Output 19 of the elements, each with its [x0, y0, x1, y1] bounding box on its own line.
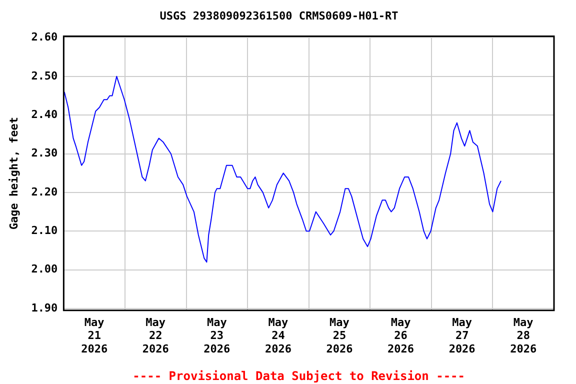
x-tick-label: May 24 2026 [264, 316, 292, 356]
y-tick-label: 1.90 [31, 301, 58, 314]
x-tick-label: May 27 2026 [448, 316, 476, 356]
y-tick-label: 2.50 [31, 69, 58, 82]
text: ---- Provisional Data Subject to Revision ---- [132, 369, 466, 383]
y-tick-label: 2.30 [31, 146, 58, 160]
y-tick-label: 2.00 [31, 262, 58, 276]
x-tick-label: May 23 2026 [204, 316, 231, 356]
x-tick-label: May 21 2026 [81, 316, 108, 356]
x-tick-label: May 22 2026 [142, 316, 170, 356]
chart-title: USGS 293809092361500 CRMS0609-H01-RT [160, 9, 399, 22]
y-tick-label: 2.60 [31, 30, 58, 44]
x-tick-label: May 26 2026 [388, 316, 414, 356]
y-tick-label: 2.10 [31, 224, 58, 237]
x-tick-label: May 28 2026 [510, 316, 537, 356]
y-tick-label: 2.40 [31, 108, 58, 121]
x-tick-label: May 25 2026 [326, 316, 354, 356]
y-tick-label: 2.20 [31, 185, 58, 198]
y-axis-title: Gage height, feet [7, 117, 20, 230]
